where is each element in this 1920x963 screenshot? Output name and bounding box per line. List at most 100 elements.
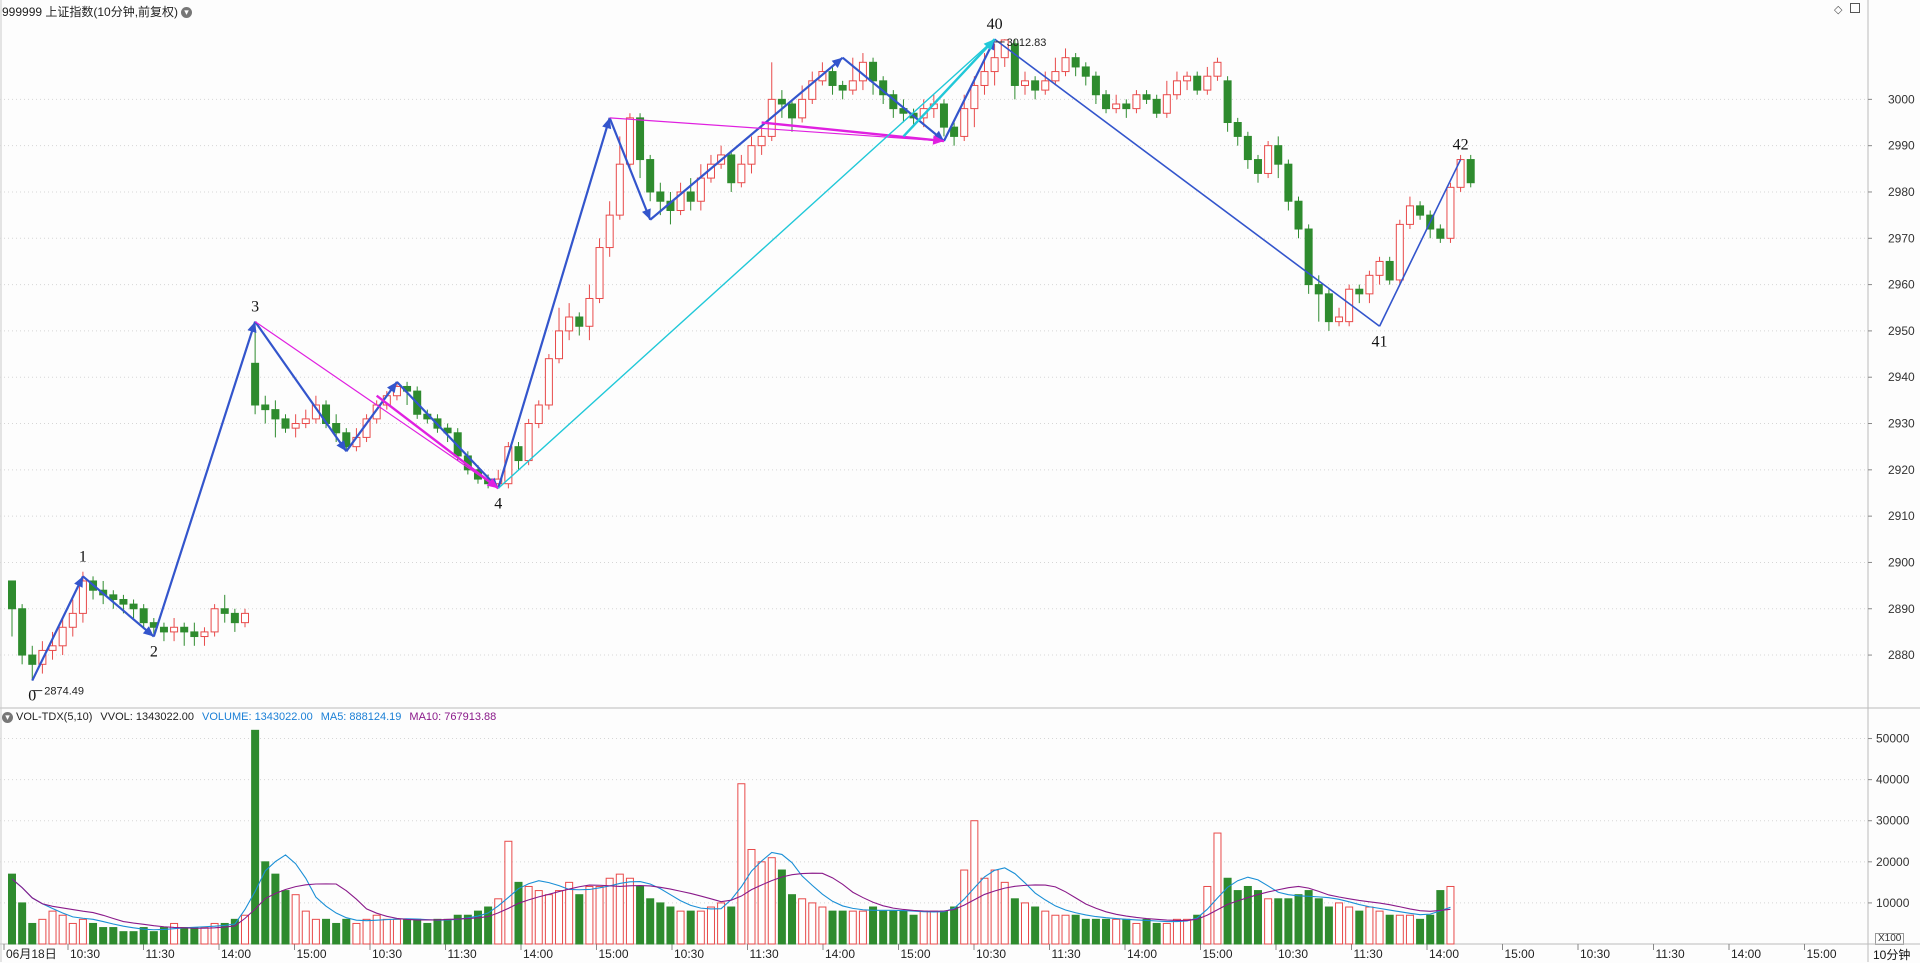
candle-body [251, 362, 260, 406]
volume-bar [1243, 885, 1252, 945]
candle-body [1142, 94, 1151, 100]
trend-line-segment [608, 117, 652, 221]
volume-bar [1142, 918, 1151, 945]
volume-bar [544, 894, 553, 945]
volume-bar [210, 922, 219, 945]
time-tick-label: 15:00 [297, 947, 327, 961]
volume-bar [38, 918, 47, 945]
volume-bar [595, 885, 604, 945]
volume-bar [322, 918, 331, 945]
ma5-value: MA5: 888124.19 [320, 711, 402, 723]
volume-bar [960, 869, 969, 945]
candle-body [291, 423, 300, 429]
candle-body [585, 297, 594, 327]
wave-label: 4 [494, 495, 502, 512]
volume-bar [180, 927, 189, 945]
time-tick-label: 11:30 [146, 947, 175, 961]
volume-bar [1426, 914, 1435, 945]
volume-bar [1081, 918, 1090, 945]
time-tick-label: 11:30 [448, 947, 477, 961]
time-tick-label: 14:00 [1731, 947, 1761, 961]
candle-body [950, 126, 959, 137]
candle-body [1021, 80, 1029, 86]
candle-body [1335, 316, 1344, 323]
volume-bar [433, 918, 442, 945]
wave-label: 0 [28, 688, 36, 705]
volume-bar [696, 910, 705, 945]
price-tick-label: 2910 [1888, 509, 1915, 523]
trend-arrowhead [602, 117, 612, 130]
candle-body [798, 98, 807, 119]
candle-body [1314, 284, 1323, 295]
volume-bar [1031, 906, 1040, 945]
volume-bar [362, 918, 371, 945]
candle-body [220, 608, 229, 614]
candle-body [848, 80, 857, 91]
volume-bar [858, 910, 867, 945]
volume-bar [879, 910, 888, 945]
candle-body [78, 580, 87, 614]
volume-tick-label: 10000 [1876, 896, 1910, 910]
volume-bar [1122, 918, 1131, 945]
volume-bar [1324, 906, 1333, 945]
trend-arrowhead [387, 381, 397, 393]
candle-body [1355, 288, 1364, 295]
candle-body [1253, 159, 1262, 174]
volume-bar [311, 918, 320, 945]
price-tick-label: 2880 [1888, 648, 1915, 662]
candle-body [1091, 75, 1100, 96]
volume-bar [818, 906, 827, 945]
trend-arrowhead [74, 576, 83, 588]
volume-bar [869, 906, 878, 945]
time-tick-label: 11:30 [1052, 947, 1081, 961]
candle-body [1223, 80, 1232, 124]
volume-bar [625, 877, 634, 945]
candle-body [1203, 75, 1212, 91]
candle-body [939, 103, 948, 128]
candle-body [727, 154, 736, 184]
window-controls: ◇ [1834, 3, 1860, 16]
volume-indicator-name: VOL-TDX(5,10) [16, 711, 93, 723]
window-icon[interactable] [1849, 3, 1860, 13]
candle-body [68, 612, 77, 628]
volume-bar [798, 898, 807, 945]
candle-body [1274, 145, 1283, 165]
candle-body [129, 603, 138, 610]
candle-body [1243, 135, 1252, 161]
candle-body [1213, 61, 1222, 77]
volume-bar [1183, 918, 1192, 945]
candle-body [1112, 103, 1121, 110]
candle-body [261, 404, 270, 411]
price-tick-label: 2960 [1888, 278, 1915, 292]
trend-line-segment [1378, 159, 1462, 327]
trend-line-segment [152, 321, 257, 637]
volume-bar [686, 910, 695, 945]
candle-body [8, 580, 16, 610]
volume-bar [89, 922, 98, 945]
candle-body [605, 214, 614, 249]
chart-title-row: 999999 上证指数(10分钟,前复权) ▾ [2, 3, 193, 20]
candle-body [1172, 80, 1181, 96]
volume-bar [636, 885, 645, 945]
volume-bar [504, 840, 513, 945]
candle-body [301, 418, 310, 425]
chevron-down-icon[interactable]: ▾ [181, 7, 193, 19]
candle-body [757, 135, 766, 147]
volume-bar [372, 914, 381, 945]
trend-arrowhead [142, 626, 154, 637]
chevron-down-icon[interactable]: ▾ [2, 711, 13, 723]
volume-bar [58, 914, 67, 945]
time-tick-label: 15:00 [1807, 947, 1837, 961]
candle-body [636, 117, 645, 161]
trend-line-segment [609, 117, 945, 142]
candle-body [615, 163, 624, 216]
candle-body [1051, 71, 1060, 82]
volume-bar [990, 869, 999, 945]
time-tick-label: 14:00 [523, 947, 553, 961]
candle-body [838, 84, 847, 91]
volume-bar [473, 910, 482, 945]
candle-body [190, 631, 199, 638]
volume-bar [240, 914, 249, 945]
diamond-icon[interactable]: ◇ [1834, 4, 1843, 16]
